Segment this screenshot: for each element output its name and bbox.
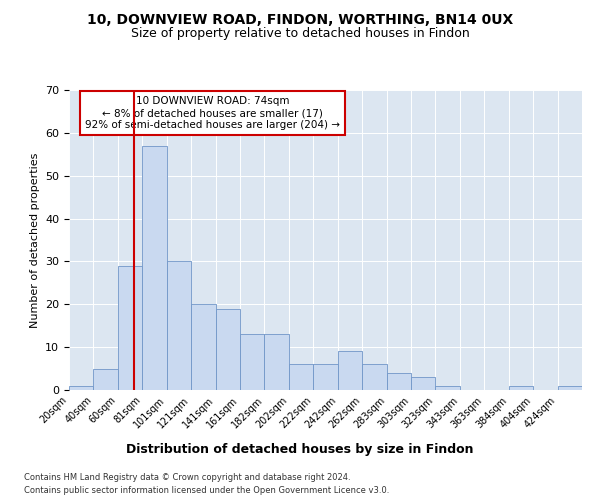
Bar xyxy=(386,373,411,390)
Bar xyxy=(411,377,436,390)
Bar xyxy=(338,352,362,390)
Bar xyxy=(94,368,118,390)
Bar xyxy=(362,364,386,390)
Text: 10, DOWNVIEW ROAD, FINDON, WORTHING, BN14 0UX: 10, DOWNVIEW ROAD, FINDON, WORTHING, BN1… xyxy=(87,12,513,26)
Text: 10 DOWNVIEW ROAD: 74sqm
← 8% of detached houses are smaller (17)
92% of semi-det: 10 DOWNVIEW ROAD: 74sqm ← 8% of detached… xyxy=(85,96,340,130)
Text: Contains public sector information licensed under the Open Government Licence v3: Contains public sector information licen… xyxy=(24,486,389,495)
Text: Distribution of detached houses by size in Findon: Distribution of detached houses by size … xyxy=(126,442,474,456)
Bar xyxy=(436,386,460,390)
Bar xyxy=(215,308,240,390)
Bar xyxy=(509,386,533,390)
Bar xyxy=(313,364,338,390)
Text: Contains HM Land Registry data © Crown copyright and database right 2024.: Contains HM Land Registry data © Crown c… xyxy=(24,472,350,482)
Bar xyxy=(265,334,289,390)
Bar xyxy=(69,386,94,390)
Bar xyxy=(557,386,582,390)
Bar xyxy=(191,304,215,390)
Bar xyxy=(240,334,265,390)
Bar xyxy=(167,262,191,390)
Bar xyxy=(142,146,167,390)
Bar xyxy=(118,266,142,390)
Bar xyxy=(289,364,313,390)
Y-axis label: Number of detached properties: Number of detached properties xyxy=(29,152,40,328)
Text: Size of property relative to detached houses in Findon: Size of property relative to detached ho… xyxy=(131,28,469,40)
